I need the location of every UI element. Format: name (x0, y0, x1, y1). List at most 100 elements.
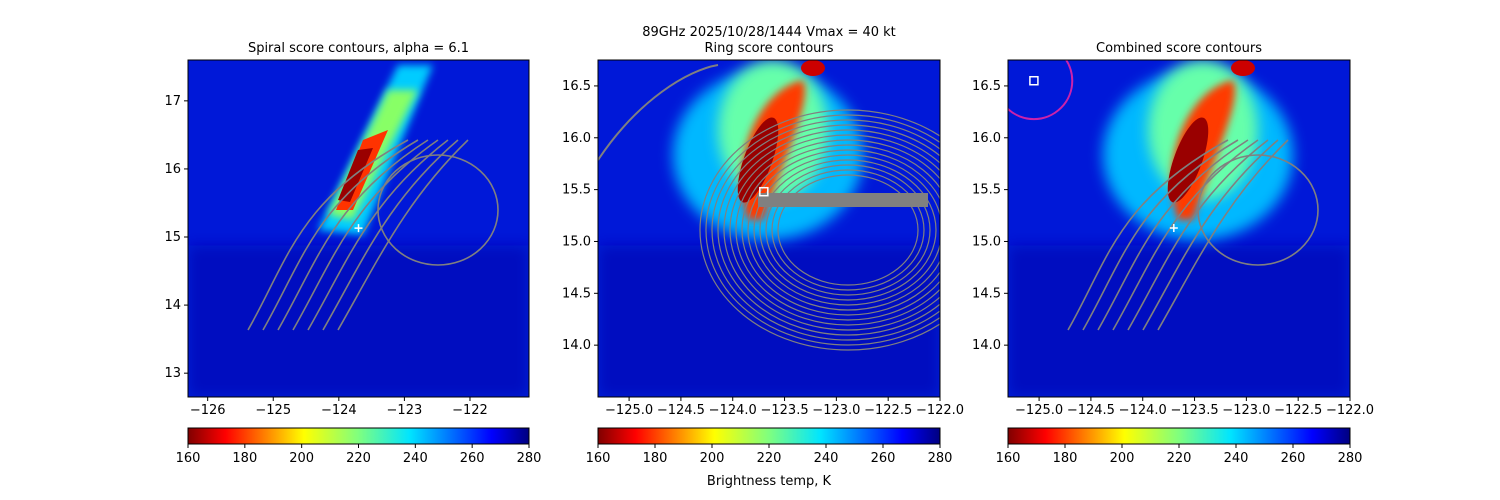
y-tick-label: 16.5 (972, 79, 1001, 94)
center-plus-marker (1169, 223, 1178, 232)
score-contour (247, 139, 409, 331)
contour-lines (598, 64, 940, 351)
score-contour (277, 139, 429, 331)
ring-contour (753, 154, 940, 306)
colorbar-tick-label: 220 (1167, 451, 1192, 466)
panel-title: Combined score contours (1096, 41, 1262, 56)
x-tick-label: −126 (190, 403, 226, 418)
colorbar: 160 180 200 220 240 260 280 (176, 427, 542, 466)
ring-contour (741, 144, 940, 316)
x-tick-label: −125 (255, 403, 291, 418)
y-tick-label: 14 (164, 298, 181, 313)
panel-3: Combined score contours −125.0 −124.5 −124.… (972, 41, 1374, 466)
colorbar-tick-label: 280 (517, 451, 542, 466)
x-tick-label: −124.5 (657, 403, 705, 418)
colorbar-tick-label: 240 (814, 451, 839, 466)
score-contour (262, 139, 419, 331)
y-tick-label: 14.0 (972, 338, 1001, 353)
x-tick-label: −122 (452, 403, 488, 418)
colorbar-tick-label: 200 (700, 451, 725, 466)
x-tick-label: −123.5 (760, 403, 808, 418)
colorbar-tick-label: 160 (176, 451, 201, 466)
center-square-marker (759, 186, 769, 197)
ring-contour (765, 164, 931, 296)
axes-frame (187, 59, 530, 398)
score-contour (307, 139, 449, 331)
x-tick-label: −123.0 (1222, 403, 1270, 418)
ring-contour (759, 159, 937, 301)
brightness-field (598, 60, 940, 397)
x-tick-label: −122.5 (1274, 403, 1322, 418)
band-core (737, 117, 779, 203)
colorbar-gradient (597, 427, 941, 445)
ring-contour (777, 174, 919, 286)
ring-contour (598, 64, 719, 161)
colorbar-gradient (1007, 427, 1351, 445)
score-contour (1157, 139, 1289, 331)
colorbar-tick-label: 260 (1281, 451, 1306, 466)
colorbar-tick-label: 260 (460, 451, 485, 466)
y-tick-label: 15.0 (972, 234, 1001, 249)
colorbar-tick-label: 200 (1110, 451, 1135, 466)
y-tick-label: 16.5 (562, 79, 591, 94)
y-tick-label: 14.0 (562, 338, 591, 353)
y-tick-label: 16.0 (972, 131, 1001, 146)
y-tick-label: 13 (164, 366, 181, 381)
score-contour (1097, 139, 1249, 331)
x-tick-label: −123 (387, 403, 423, 418)
ring-contour (735, 139, 940, 321)
x-tick-label: −124.5 (1067, 403, 1115, 418)
x-tick-label: −123.5 (1170, 403, 1218, 418)
colorbar-tick-label: 180 (232, 451, 257, 466)
y-tick-label: 15.5 (562, 183, 591, 198)
cold-area (1008, 245, 1350, 397)
x-tick-label: −124.0 (709, 403, 757, 418)
center-plus-marker (354, 224, 363, 233)
ring-contour (747, 149, 940, 311)
ring-contour (717, 124, 940, 336)
x-tick-label: −122.0 (1326, 403, 1374, 418)
colorbar-label: Brightness temp, K (707, 474, 832, 489)
score-contour (1142, 139, 1279, 331)
figure-suptitle: 89GHz 2025/10/28/1444 Vmax = 40 kt (642, 25, 896, 40)
colorbar-tick-label: 280 (928, 451, 953, 466)
search-radius-circle (1008, 60, 1074, 121)
x-tick-label: −122.0 (916, 403, 964, 418)
axes-frame (597, 59, 941, 398)
colorbar-tick-label: 220 (346, 451, 371, 466)
colorbar-gradient (187, 427, 530, 445)
panel-2: Ring score contours−125.0 −124.5 −124.0 −12… (562, 41, 964, 466)
ring-contour (705, 114, 940, 346)
y-tick-label: 14.5 (562, 286, 591, 301)
contour-lines (1067, 139, 1319, 331)
score-contour (377, 154, 499, 266)
colorbar: 160 180 200 220 240 260 280 (586, 427, 953, 466)
x-tick-label: −125.0 (1015, 403, 1063, 418)
colorbar-tick-label: 160 (586, 451, 611, 466)
colorbar-tick-label: 260 (871, 451, 896, 466)
y-tick-label: 16 (164, 162, 181, 177)
y-tick-label: 16.0 (562, 131, 591, 146)
cold-area (598, 245, 940, 397)
score-contour (1197, 154, 1319, 266)
center-square-marker (1029, 75, 1039, 86)
band-core-north (801, 60, 825, 76)
colorbar-tick-label: 240 (1224, 451, 1249, 466)
colorbar-tick-label: 240 (403, 451, 428, 466)
band-core (1167, 117, 1209, 203)
y-tick-label: 15 (164, 230, 181, 245)
panel-title: Ring score contours (704, 41, 833, 56)
y-tick-label: 14.5 (972, 286, 1001, 301)
cold-area (188, 245, 529, 397)
ring-contour (723, 129, 940, 331)
score-contour (322, 139, 459, 331)
x-tick-label: −124 (321, 403, 357, 418)
score-contour (337, 139, 469, 331)
ring-contour (771, 169, 925, 291)
brightness-field (1008, 60, 1350, 397)
score-contour (1127, 139, 1269, 331)
colorbar-tick-label: 280 (1338, 451, 1363, 466)
contour-lines (247, 139, 499, 331)
y-tick-label: 17 (164, 94, 181, 109)
colorbar-tick-label: 200 (289, 451, 314, 466)
